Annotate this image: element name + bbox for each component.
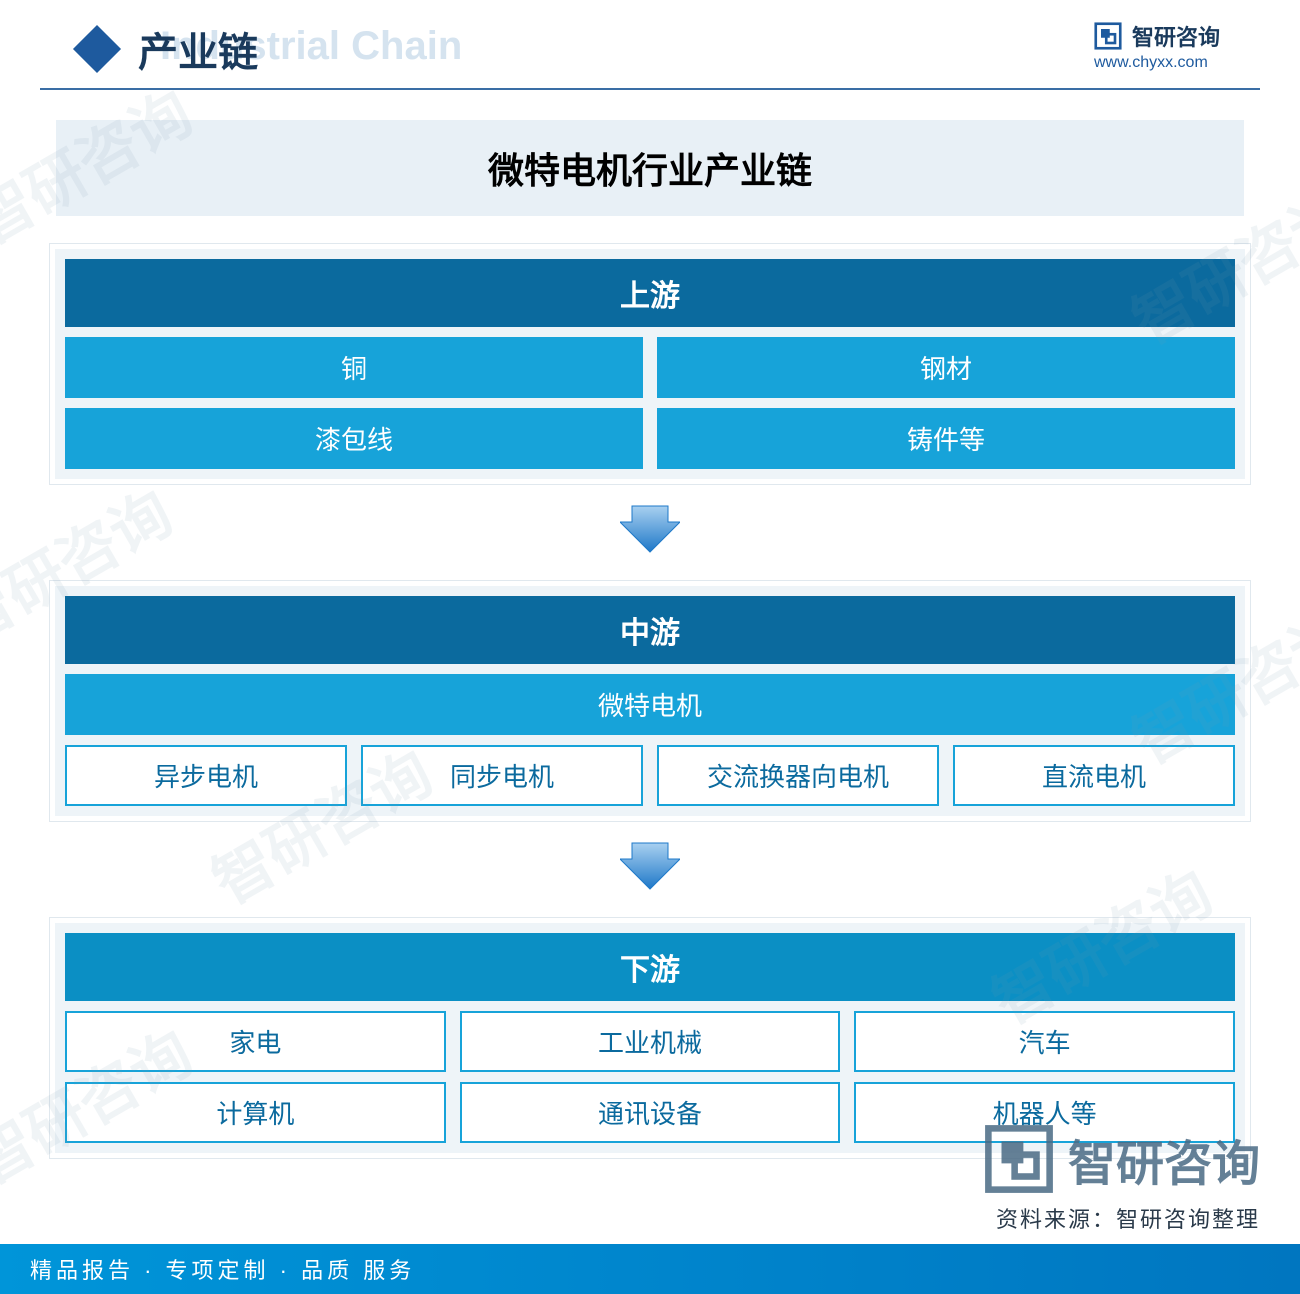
header-left: Industrial Chain 产业链 bbox=[80, 20, 258, 78]
section-title-downstream: 下游 bbox=[65, 933, 1235, 1001]
arrow-1 bbox=[50, 502, 1250, 559]
footer-big-logo-text: 智研咨询 bbox=[1068, 1124, 1260, 1194]
cell-telecom: 通讯设备 bbox=[460, 1082, 841, 1143]
cell-auto: 汽车 bbox=[854, 1011, 1235, 1072]
section-downstream: 下游 家电 工业机械 汽车 计算机 通讯设备 机器人等 bbox=[50, 918, 1250, 1158]
footer-tagline-band: 精品报告 · 专项定制 · 品质 服务 bbox=[0, 1244, 1300, 1294]
footer-tagline: 精品报告 · 专项定制 · 品质 服务 bbox=[30, 1253, 415, 1285]
midstream-full-row: 微特电机 bbox=[65, 674, 1235, 735]
section-midstream: 中游 微特电机 异步电机 同步电机 交流换器向电机 直流电机 bbox=[50, 581, 1250, 821]
source-attribution: 资料来源：智研咨询整理 bbox=[996, 1202, 1260, 1234]
header-brand: 智研咨询 www.chyxx.com bbox=[1094, 20, 1220, 72]
cell-copper: 铜 bbox=[65, 337, 643, 398]
footer-big-logo: 智研咨询 bbox=[984, 1124, 1260, 1194]
brand-logo-icon bbox=[984, 1124, 1054, 1194]
cell-appliance: 家电 bbox=[65, 1011, 446, 1072]
cell-dc-motor: 直流电机 bbox=[953, 745, 1235, 806]
diagram-title-banner: 微特电机行业产业链 bbox=[50, 120, 1250, 216]
cell-computer: 计算机 bbox=[65, 1082, 446, 1143]
brand-url: www.chyxx.com bbox=[1094, 54, 1220, 72]
cell-steel: 钢材 bbox=[657, 337, 1235, 398]
upstream-row-2: 漆包线 铸件等 bbox=[65, 408, 1235, 469]
brand-logo-icon bbox=[1094, 22, 1122, 50]
diamond-icon bbox=[73, 25, 121, 73]
section-title-upstream: 上游 bbox=[65, 259, 1235, 327]
section-upstream: 上游 铜 钢材 漆包线 铸件等 bbox=[50, 244, 1250, 484]
cell-async-motor: 异步电机 bbox=[65, 745, 347, 806]
cell-castings: 铸件等 bbox=[657, 408, 1235, 469]
page-title: 产业链 bbox=[138, 20, 258, 78]
upstream-row-1: 铜 钢材 bbox=[65, 337, 1235, 398]
midstream-outline-row: 异步电机 同步电机 交流换器向电机 直流电机 bbox=[65, 745, 1235, 806]
brand-name: 智研咨询 bbox=[1132, 20, 1220, 52]
diagram-main: 微特电机行业产业链 上游 铜 钢材 漆包线 铸件等 中游 微特电机 异步电机 同… bbox=[0, 90, 1300, 1158]
cell-ac-commutator-motor: 交流换器向电机 bbox=[657, 745, 939, 806]
page-header: Industrial Chain 产业链 智研咨询 www.chyxx.com bbox=[40, 0, 1260, 90]
cell-micro-motor: 微特电机 bbox=[65, 674, 1235, 735]
arrow-2 bbox=[50, 839, 1250, 896]
arrow-down-icon bbox=[620, 839, 680, 891]
arrow-down-icon bbox=[620, 502, 680, 554]
cell-sync-motor: 同步电机 bbox=[361, 745, 643, 806]
downstream-row-1: 家电 工业机械 汽车 bbox=[65, 1011, 1235, 1072]
section-title-midstream: 中游 bbox=[65, 596, 1235, 664]
cell-industrial: 工业机械 bbox=[460, 1011, 841, 1072]
cell-enameled-wire: 漆包线 bbox=[65, 408, 643, 469]
